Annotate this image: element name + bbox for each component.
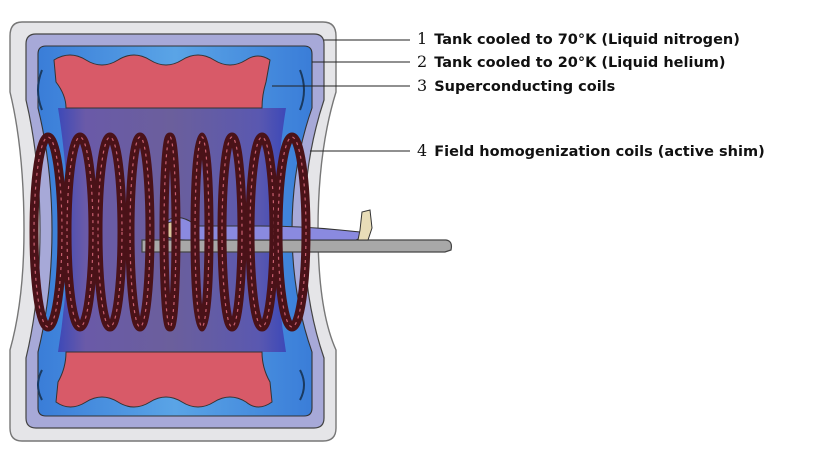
- superconducting-coil-bottom: [55, 351, 273, 408]
- field-homogenization-coils: [29, 132, 311, 332]
- shim-coil-winding: [194, 136, 210, 328]
- tank-edge-mark: [37, 369, 43, 401]
- shim-coil-winding: [33, 136, 63, 328]
- label-3-number: 3: [417, 76, 428, 95]
- label-4: 4 Field homogenization coils (active shim…: [417, 142, 765, 161]
- shim-coil-winding: [129, 136, 151, 328]
- shim-coil-winding: [97, 136, 123, 328]
- label-2-text: Tank cooled to 20°K (Liquid helium): [434, 55, 726, 71]
- label-1-number: 1: [417, 29, 428, 48]
- tank-edge-mark: [299, 369, 305, 401]
- shim-coil-winding: [163, 136, 177, 328]
- tank-edge-mark: [299, 69, 305, 111]
- superconducting-coil-top: [53, 54, 271, 109]
- label-2-number: 2: [417, 52, 428, 71]
- label-2: 2 Tank cooled to 20°K (Liquid helium): [417, 53, 726, 72]
- label-3: 3 Superconducting coils: [417, 77, 615, 96]
- label-1-text: Tank cooled to 70°K (Liquid nitrogen): [434, 32, 740, 48]
- label-1: 1 Tank cooled to 70°K (Liquid nitrogen): [417, 30, 740, 49]
- patient-table: [141, 239, 453, 253]
- label-4-text: Field homogenization coils (active shim): [434, 144, 765, 160]
- shim-coil-winding: [221, 136, 243, 328]
- label-3-text: Superconducting coils: [434, 79, 616, 95]
- shim-coil-winding: [277, 136, 307, 328]
- label-4-number: 4: [417, 141, 428, 160]
- shim-coil-winding: [66, 136, 94, 328]
- tank-edge-mark: [37, 69, 43, 111]
